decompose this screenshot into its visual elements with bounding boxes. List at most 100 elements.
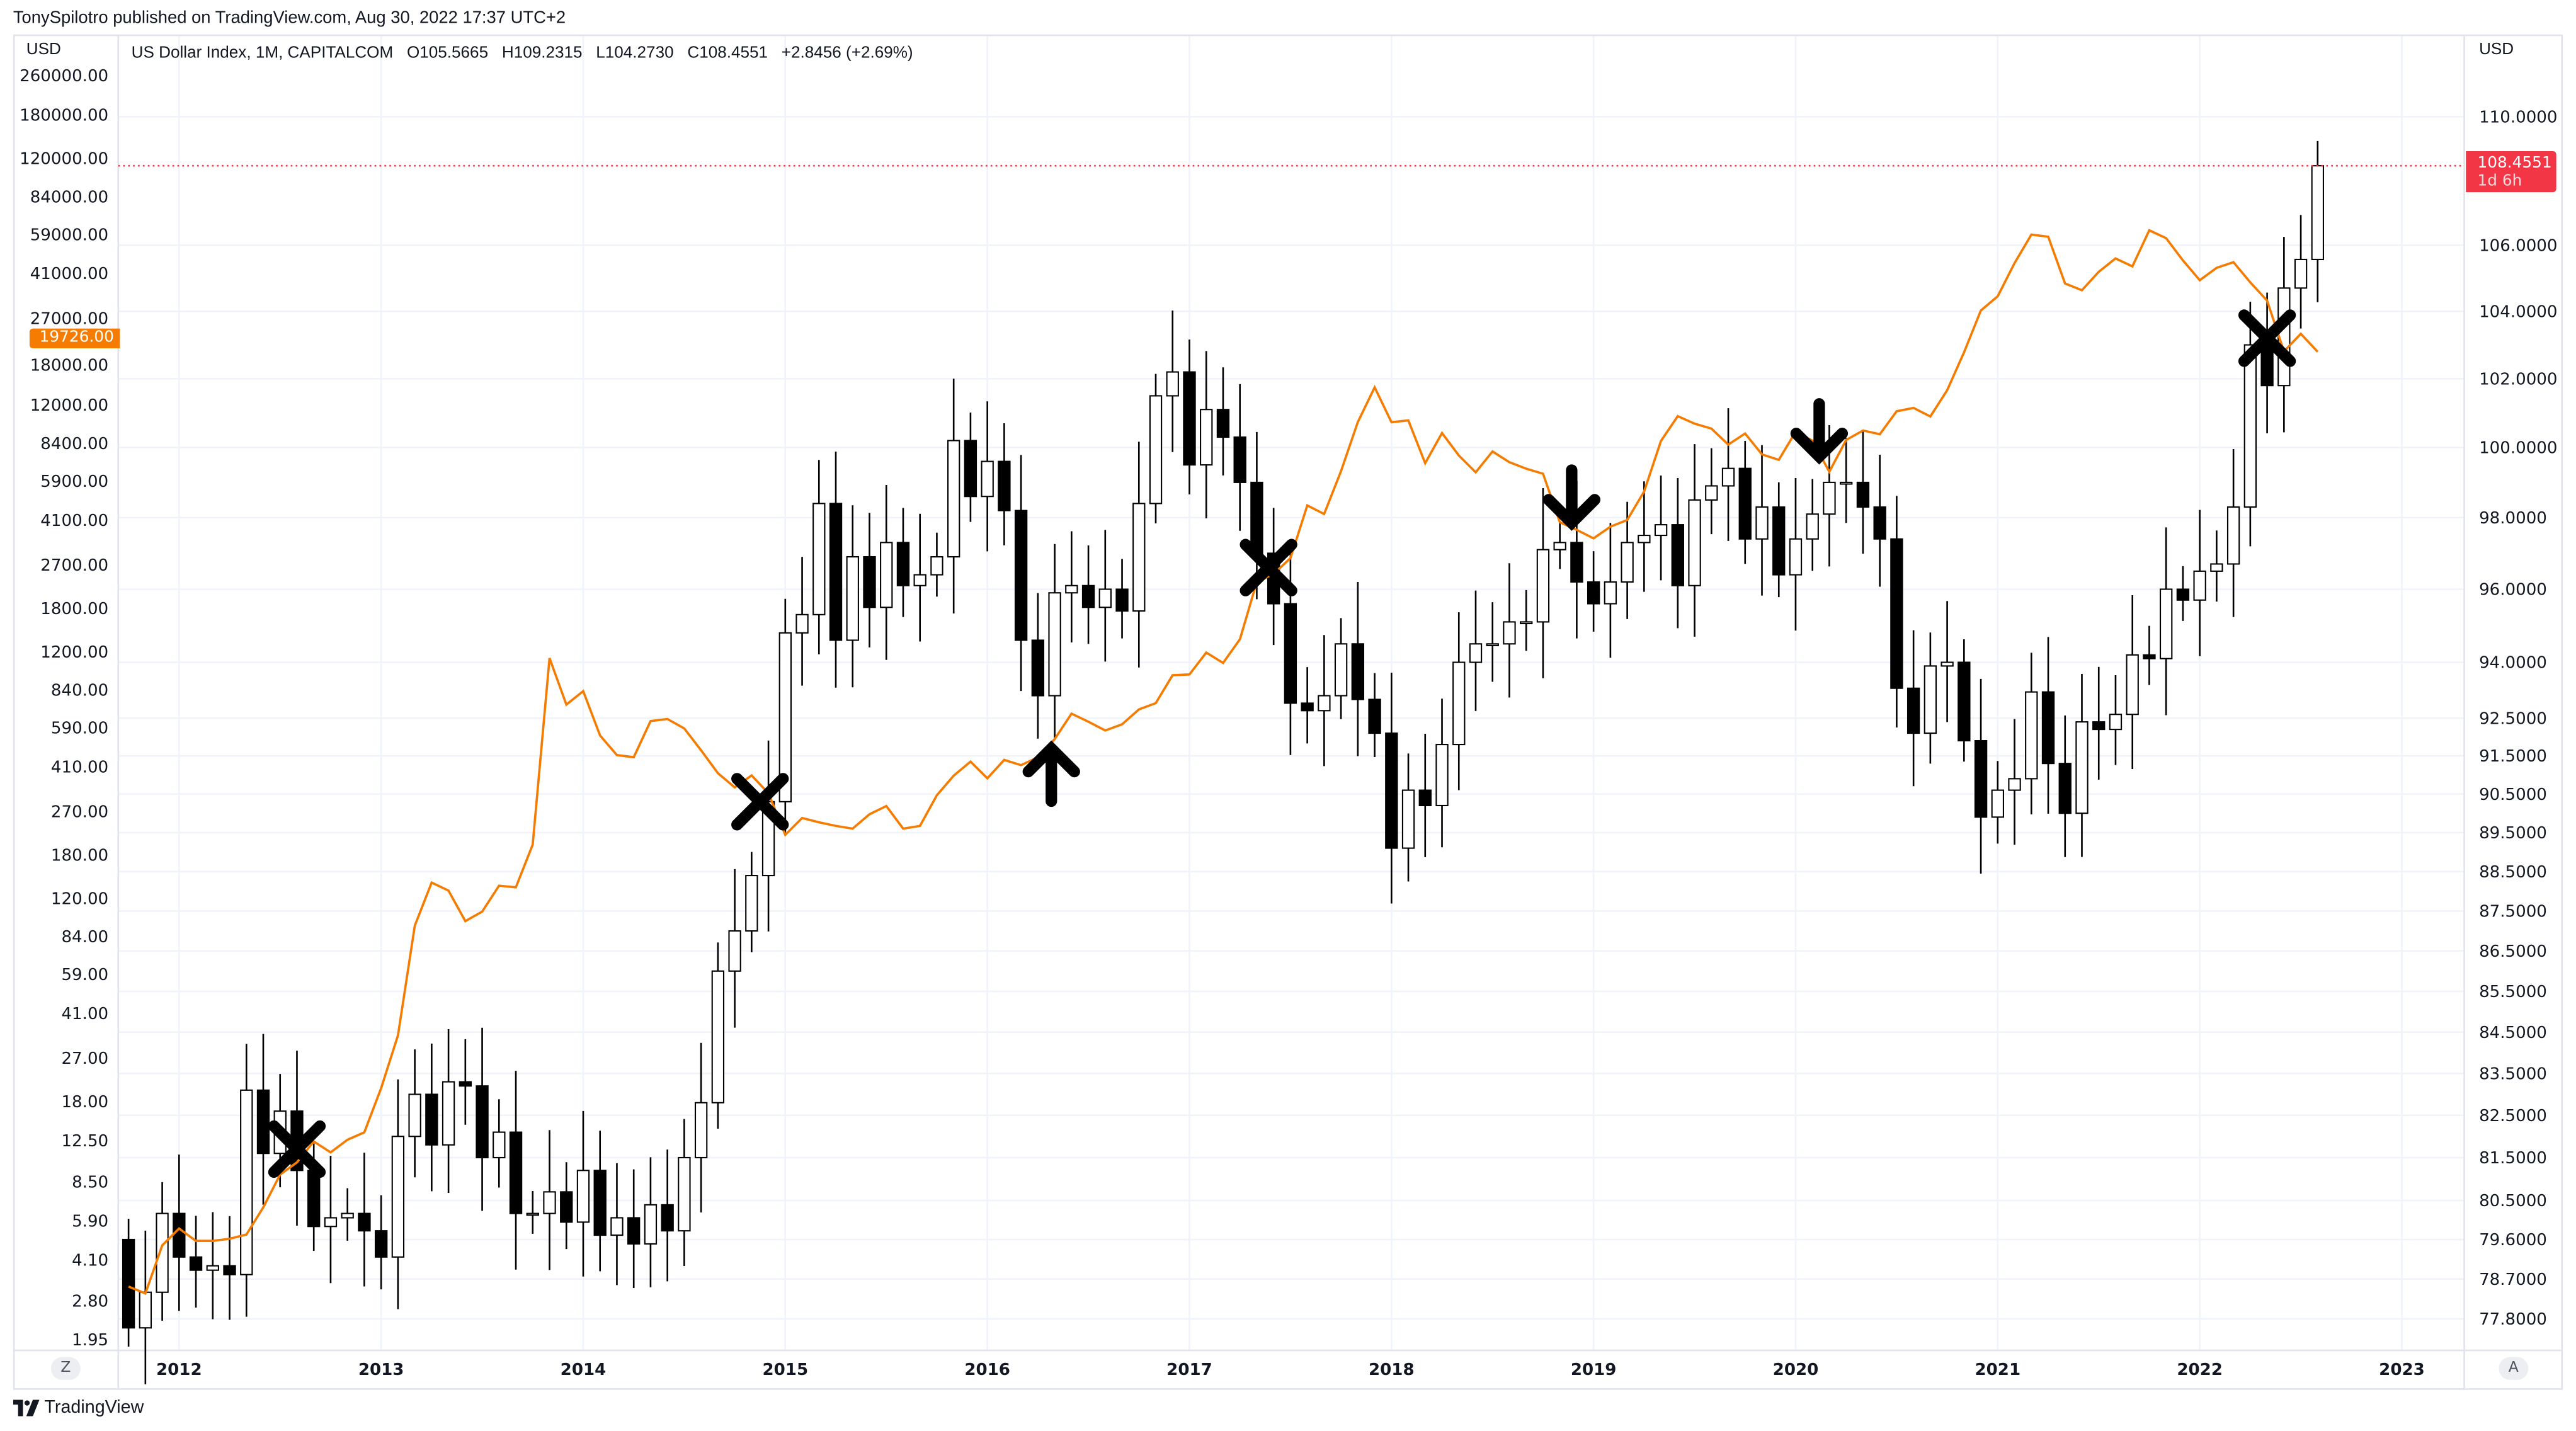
candle-body: [1250, 481, 1263, 554]
right-axis-tick-14: 86.5000: [2479, 942, 2547, 961]
candle-58: [1098, 530, 1112, 662]
right-axis-tick-13: 87.5000: [2479, 903, 2547, 921]
candle-64: [1200, 351, 1213, 519]
candle-body: [880, 542, 893, 608]
candle-body: [1890, 538, 1903, 689]
candle-body: [358, 1212, 371, 1232]
right-axis-tick-10: 90.5000: [2479, 785, 2547, 804]
candle-body: [1216, 409, 1230, 438]
candle-body: [1318, 695, 1331, 712]
candle-22: [493, 1099, 506, 1188]
candle-body: [2160, 588, 2173, 659]
left-axis-tick-19: 180.00: [51, 846, 108, 865]
candle-115: [2058, 715, 2072, 857]
left-axis-tick-30: 2.80: [72, 1292, 108, 1311]
candle-110: [1974, 678, 1988, 874]
z-button[interactable]: Z: [50, 1357, 81, 1381]
candle-43: [846, 505, 859, 688]
left-axis-tick-17: 410.00: [51, 758, 108, 777]
candle-body: [1183, 371, 1196, 466]
candle-113: [2025, 653, 2038, 814]
candle-5: [206, 1212, 219, 1320]
candle-body: [778, 632, 792, 802]
right-axis-tick-20: 80.5000: [2479, 1192, 2547, 1211]
right-axis-tick-15: 85.5000: [2479, 983, 2547, 1001]
candle-90: [1638, 481, 1651, 592]
right-axis-tick-23: 77.8000: [2479, 1310, 2547, 1329]
candle-body: [223, 1265, 236, 1275]
candle-body: [846, 556, 859, 641]
left-axis-tick-1: 180000.00: [20, 106, 108, 125]
candle-39: [778, 598, 792, 833]
candle-body: [1856, 481, 1870, 508]
candle-45: [880, 485, 893, 660]
candle-body: [1166, 371, 1179, 397]
candle-body: [1284, 603, 1297, 704]
auto-scale-button[interactable]: A: [2499, 1357, 2529, 1381]
candle-122: [2176, 566, 2190, 621]
left-axis-tick-21: 84.00: [61, 928, 108, 947]
candle-body: [1351, 643, 1365, 700]
left-axis-tick-11: 4100.00: [40, 511, 108, 530]
candle-body: [2143, 654, 2156, 659]
x-axis-tick-2013: 2013: [358, 1360, 404, 1379]
candle-body: [156, 1212, 169, 1293]
candle-7: [240, 1044, 253, 1317]
left-axis-tick-4: 59000.00: [30, 225, 108, 244]
candle-body: [1906, 687, 1920, 734]
candle-87: [1587, 551, 1600, 632]
candle-98: [1772, 482, 1786, 598]
last-price-label: 108.4551 1d 6h: [2466, 151, 2556, 193]
candle-49: [947, 379, 960, 614]
candle-body: [829, 503, 843, 641]
candle-54: [1031, 593, 1045, 739]
right-axis-tick-18: 82.5000: [2479, 1107, 2547, 1126]
candle-body: [391, 1136, 405, 1258]
candle-body: [2210, 563, 2223, 572]
candle-body: [1823, 481, 1836, 515]
candle-66: [1233, 384, 1246, 531]
candle-1: [139, 1230, 152, 1384]
candle-body: [728, 930, 741, 972]
candle-body: [1048, 592, 1061, 697]
candle-body: [1520, 621, 1533, 625]
candle-body: [189, 1256, 203, 1271]
candle-109: [1958, 639, 1971, 762]
candle-118: [2109, 675, 2123, 765]
candle-67: [1250, 431, 1263, 600]
candle-83: [1520, 590, 1533, 651]
candle-12: [324, 1156, 338, 1284]
candle-15: [374, 1195, 388, 1290]
candle-body: [425, 1093, 438, 1146]
candle-body: [1014, 510, 1028, 641]
candle-32: [661, 1149, 674, 1282]
candle-91: [1654, 475, 1668, 581]
right-axis-tick-19: 81.5000: [2479, 1149, 2547, 1168]
candle-body: [1974, 740, 1988, 818]
candle-body: [307, 1170, 321, 1228]
candle-0: [122, 1219, 135, 1347]
candle-body: [1671, 524, 1685, 586]
candle-34: [694, 1042, 708, 1212]
candle-19: [442, 1029, 455, 1194]
candle-8: [256, 1034, 270, 1205]
candle-body: [576, 1170, 590, 1223]
candle-4: [189, 1216, 203, 1308]
candle-body: [795, 613, 809, 634]
candle-body: [1621, 542, 1634, 583]
candle-body: [1638, 535, 1651, 544]
candle-130: [2311, 140, 2324, 302]
x-axis-tick-2017: 2017: [1166, 1360, 1212, 1379]
left-axis-tick-9: 8400.00: [40, 435, 108, 453]
left-axis-unit: USD: [26, 41, 61, 59]
candle-body: [644, 1204, 658, 1245]
x-axis-tick-2022: 2022: [2177, 1360, 2223, 1379]
x-axis-tick-2015: 2015: [763, 1360, 809, 1379]
candle-40: [795, 557, 809, 686]
x-axis-tick-2012: 2012: [156, 1360, 202, 1379]
bar-countdown: 1d 6h: [2477, 172, 2522, 191]
candle-41: [812, 460, 826, 654]
legend-change: +2.8456 (+2.69%): [781, 44, 913, 63]
tradingview-logo[interactable]: TradingView: [13, 1398, 144, 1418]
